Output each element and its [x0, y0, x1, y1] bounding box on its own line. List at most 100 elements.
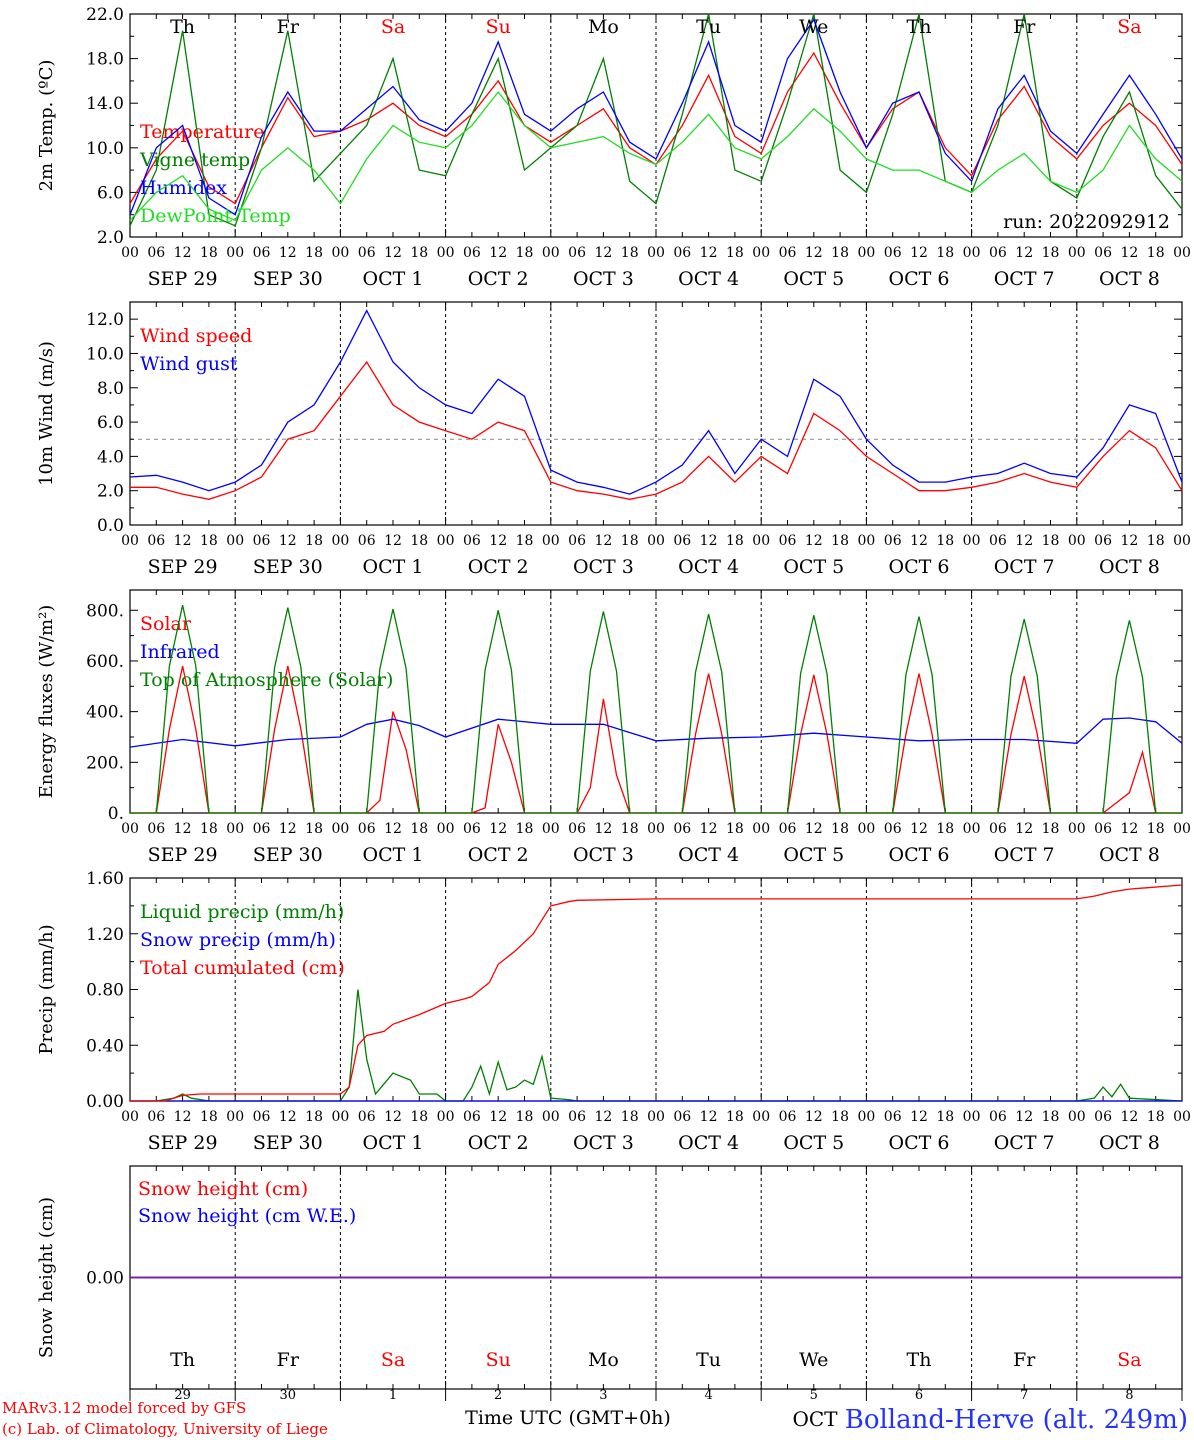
hour-tick-label: 06	[358, 821, 376, 837]
day-number-label: 3	[599, 1388, 607, 1403]
hour-tick-label: 06	[147, 533, 165, 549]
hour-tick-label: 00	[857, 821, 875, 837]
hour-tick-label: 18	[305, 821, 323, 837]
date-label: OCT 4	[678, 556, 739, 578]
y-axis-title: Snow height (cm)	[36, 1197, 57, 1358]
hour-tick-label: 06	[989, 245, 1007, 261]
date-label: OCT 1	[363, 844, 424, 866]
y-tick-label: 14.0	[86, 94, 124, 114]
hour-tick-label: 00	[121, 245, 139, 261]
hour-tick-label: 00	[121, 821, 139, 837]
y-tick-label: 600.	[86, 652, 124, 672]
hour-tick-label: 00	[542, 245, 560, 261]
hour-tick-label: 06	[884, 245, 902, 261]
hour-tick-label: 12	[489, 533, 507, 549]
hour-tick-label: 00	[752, 533, 770, 549]
day-number-label: 4	[704, 1388, 712, 1403]
hour-tick-label: 00	[1068, 533, 1086, 549]
series-line-wind-gust	[129, 309, 1183, 495]
y-tick-label: 2.0	[97, 482, 124, 502]
y-tick-label: 2.0	[97, 228, 124, 248]
legend-entry: Snow height (cm W.E.)	[138, 1205, 356, 1227]
hour-tick-label: 18	[831, 1109, 849, 1125]
date-label: SEP 30	[253, 556, 323, 578]
hour-tick-label: 06	[673, 1109, 691, 1125]
hour-tick-label: 00	[647, 245, 665, 261]
date-label: OCT 1	[363, 268, 424, 290]
legend-entry: Temperature	[140, 121, 264, 143]
panel-4: 0.00 0.40 0.80 1.20 1.60 Precip (mm/h) Liquid …	[36, 869, 1191, 1154]
hour-tick-label: 12	[805, 1109, 823, 1125]
weekday-label: Fr	[1013, 16, 1036, 38]
hour-tick-label: 00	[437, 1109, 455, 1125]
hour-tick-label: 12	[910, 821, 928, 837]
date-label: OCT 6	[889, 1132, 950, 1154]
y-tick-label: 400.	[86, 703, 124, 723]
date-label: OCT 2	[468, 268, 529, 290]
hour-tick-label: 12	[1015, 1109, 1033, 1125]
hour-tick-label: 06	[463, 533, 481, 549]
weekday-label: Mo	[588, 1349, 619, 1371]
hour-tick-label: 12	[594, 245, 612, 261]
hour-tick-label: 06	[779, 245, 797, 261]
hour-tick-label: 00	[752, 1109, 770, 1125]
panel-3: 0. 200. 400. 600. 800. Energy fluxes (W/m²) So…	[36, 589, 1191, 866]
hour-tick-label: 12	[174, 1109, 192, 1125]
hour-tick-label: 18	[410, 821, 428, 837]
y-tick-label: 0.00	[86, 1092, 124, 1112]
legend-entry: Solar	[140, 613, 192, 635]
date-label: OCT 6	[889, 556, 950, 578]
hour-tick-label: 12	[279, 1109, 297, 1125]
hour-tick-label: 00	[857, 533, 875, 549]
weekday-label: Fr	[1013, 1349, 1036, 1371]
date-label: OCT 3	[573, 268, 634, 290]
hour-tick-label: 06	[463, 245, 481, 261]
hour-tick-label: 00	[963, 245, 981, 261]
hour-tick-label: 18	[936, 245, 954, 261]
y-tick-label: 10.0	[86, 344, 124, 364]
hour-tick-label: 00	[857, 245, 875, 261]
footer: MARv3.12 model forced by GFS (c) Lab. of…	[2, 1399, 1188, 1438]
hour-tick-label: 00	[542, 821, 560, 837]
series-line-total-cumulated-cm	[130, 884, 1183, 1102]
hour-tick-label: 00	[963, 821, 981, 837]
hour-tick-label: 06	[673, 245, 691, 261]
hour-tick-label: 18	[410, 533, 428, 549]
hour-tick-label: 18	[621, 245, 639, 261]
weekday-label: We	[799, 16, 828, 38]
day-number-label: 1	[389, 1388, 397, 1403]
hour-tick-label: 00	[542, 533, 560, 549]
hour-tick-label: 06	[673, 533, 691, 549]
y-axis-title: 2m Temp. (ºC)	[36, 60, 57, 192]
hour-tick-label: 00	[331, 1109, 349, 1125]
date-label: OCT 4	[678, 1132, 739, 1154]
hour-tick-label: 06	[779, 533, 797, 549]
hour-tick-label: 18	[936, 1109, 954, 1125]
hour-tick-label: 12	[910, 245, 928, 261]
hour-tick-label: 00	[331, 245, 349, 261]
hour-tick-label: 06	[1094, 245, 1112, 261]
hour-tick-label: 12	[279, 245, 297, 261]
hour-tick-label: 18	[726, 1109, 744, 1125]
weekday-label: Tu	[696, 1349, 721, 1371]
date-label: SEP 29	[148, 1132, 218, 1154]
hour-tick-label: 00	[647, 821, 665, 837]
hour-tick-label: 00	[437, 245, 455, 261]
date-label: OCT 2	[468, 844, 529, 866]
day-number-label: 8	[1125, 1388, 1133, 1403]
hour-tick-label: 00	[857, 1109, 875, 1125]
series-line-dewpoint-temp	[129, 90, 1183, 222]
hour-tick-label: 18	[726, 245, 744, 261]
weekday-label: Th	[907, 1349, 932, 1371]
plot-frame	[129, 589, 1183, 814]
y-tick-label: 0.	[108, 804, 124, 824]
legend-entry: Snow precip (mm/h)	[140, 929, 336, 951]
y-tick-label: 6.0	[97, 183, 124, 203]
hour-tick-label: 06	[989, 1109, 1007, 1125]
y-tick-label: 0.40	[86, 1036, 124, 1056]
y-axis-title: Energy fluxes (W/m²)	[36, 605, 57, 799]
hour-tick-label: 12	[384, 245, 402, 261]
hour-tick-label: 18	[516, 533, 534, 549]
hour-tick-label: 12	[384, 1109, 402, 1125]
date-label: OCT 7	[994, 556, 1055, 578]
